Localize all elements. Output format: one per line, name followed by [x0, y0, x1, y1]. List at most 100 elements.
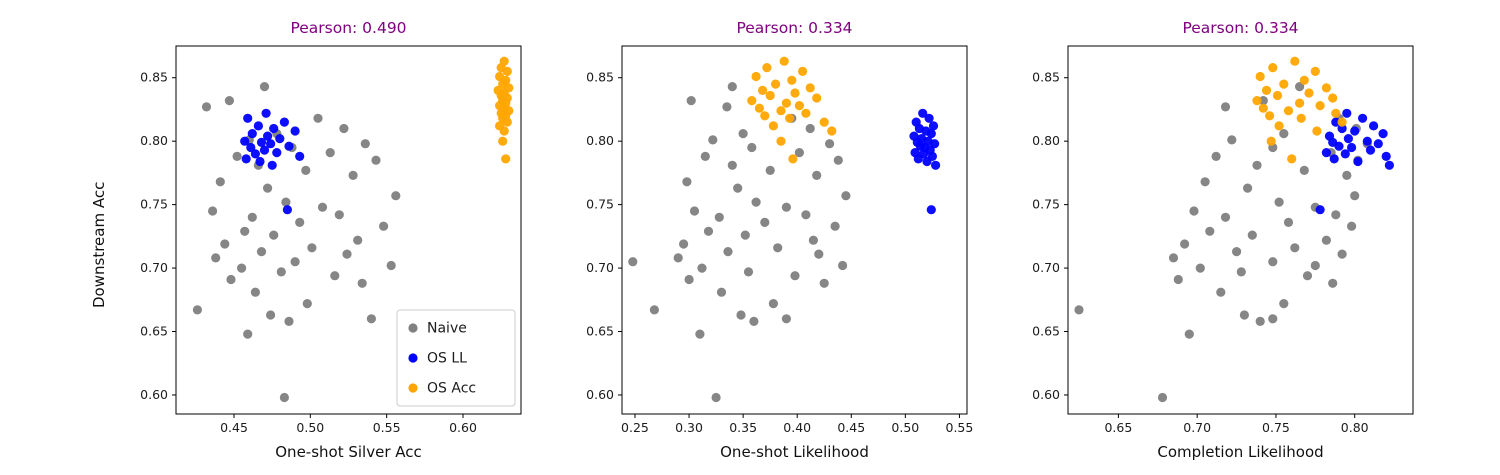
scatter-point-os_ll: [1381, 151, 1391, 161]
figure: Downstream Acc Pearson: 0.490 0.45 0.50 0.…: [90, 19, 1414, 461]
scatter-point-naive: [1331, 210, 1341, 220]
scatter-point-os_ll: [1378, 129, 1388, 139]
y-tick-label: 0.70: [586, 260, 614, 275]
scatter-point-os_ll: [267, 160, 277, 170]
scatter-point-naive: [284, 316, 294, 326]
scatter-point-os_ll: [1342, 108, 1352, 118]
scatter-point-os_acc: [787, 75, 797, 85]
scatter-point-os_ll: [1340, 149, 1350, 159]
scatter-point-naive: [1216, 287, 1226, 297]
scatter-point-os_ll: [922, 156, 932, 167]
scatter-point-os_acc: [762, 63, 772, 73]
y-tick-label: 0.70: [1032, 260, 1060, 275]
legend-box: [396, 309, 516, 407]
scatter-point-naive: [781, 202, 791, 212]
scatter-point-naive: [1247, 230, 1257, 240]
y-tick-label: 0.60: [586, 387, 614, 402]
x-tick-label: 0.55: [373, 420, 401, 435]
scatter-point-os_acc: [1258, 103, 1268, 113]
scatter-point-naive: [727, 160, 737, 170]
scatter-point-os_ll: [1384, 160, 1394, 170]
scatter-point-naive: [348, 170, 358, 180]
y-tick-label: 0.80: [140, 133, 168, 148]
y-tick-label: 0.65: [140, 324, 168, 339]
scatter-point-naive: [366, 314, 376, 324]
x-tick-label: 0.70: [1183, 420, 1211, 435]
scatter-point-naive: [733, 183, 743, 193]
x-tick-label: 0.55: [946, 420, 974, 435]
scatter-point-naive: [1342, 170, 1352, 180]
x-tick-label: 0.80: [1341, 420, 1369, 435]
scatter-point-naive: [357, 278, 367, 288]
scatter-point-naive: [819, 278, 829, 288]
scatter-point-naive: [256, 247, 267, 257]
scatter-point-naive: [1189, 206, 1199, 216]
x-tick-label: 0.75: [1262, 420, 1290, 435]
scatter-point-naive: [1279, 299, 1289, 309]
scatter-point-naive: [794, 148, 804, 158]
scatter-point-naive: [232, 151, 242, 161]
scatter-point-os_ll: [255, 156, 265, 167]
scatter-point-naive: [317, 202, 328, 212]
scatter-point-naive: [716, 287, 727, 297]
scatter-point-os_acc: [1290, 56, 1300, 66]
scatter-point-naive: [1200, 177, 1210, 187]
scatter-point-naive: [1180, 239, 1190, 249]
scatter-point-naive: [722, 102, 732, 112]
y-tick-label: 0.80: [586, 133, 614, 148]
y-tick-label: 0.85: [1032, 70, 1060, 85]
x-tick-label: 0.50: [891, 420, 919, 435]
scatter-point-os_acc: [1331, 108, 1341, 118]
scatter-point-os_ll: [926, 205, 936, 215]
scatter-point-naive: [1232, 247, 1242, 257]
scatter-point-naive: [1157, 392, 1168, 403]
scatter-point-os_acc: [1266, 136, 1276, 146]
scatter-point-naive: [215, 177, 225, 187]
scatter-point-naive: [1337, 249, 1347, 259]
y-axis-label: Downstream Acc: [90, 181, 108, 308]
scatter-point-os_ll: [282, 205, 292, 215]
scatter-point-naive: [1236, 267, 1246, 277]
chart-title-2: Pearson: 0.334: [736, 19, 853, 37]
scatter-point-os_acc: [760, 111, 770, 121]
scatter-point-naive: [738, 129, 748, 139]
scatter-point-naive: [686, 96, 696, 106]
scatter-point-naive: [295, 217, 305, 227]
scatter-point-os_ll: [928, 121, 939, 131]
scatter-point-naive: [743, 267, 754, 277]
scatter-point-os_acc: [1337, 117, 1347, 127]
scatter-point-naive: [290, 257, 300, 267]
scatter-point-naive: [781, 314, 791, 324]
scatter-point-naive: [673, 253, 683, 263]
scatter-point-os_ll: [1337, 123, 1347, 134]
scatter-point-naive: [1350, 191, 1360, 201]
scatter-point-naive: [825, 139, 835, 149]
scatter-point-naive: [711, 392, 721, 403]
scatter-point-naive: [714, 212, 724, 222]
scatter-point-naive: [250, 287, 260, 297]
y-tick-label: 0.80: [1032, 133, 1060, 148]
scatter-point-naive: [307, 243, 317, 253]
scatter-point-os_ll: [1334, 141, 1344, 151]
scatter-point-os_acc: [827, 126, 837, 136]
scatter-point-naive: [768, 299, 778, 309]
scatter-point-naive: [1279, 129, 1289, 139]
legend-label-os_ll: OS LL: [427, 351, 467, 367]
scatter-point-naive: [812, 170, 822, 180]
scatter-point-naive: [1205, 226, 1215, 236]
scatter-point-os_acc: [1283, 106, 1294, 116]
scatter-point-os_ll: [275, 134, 285, 144]
scatter-point-naive: [266, 310, 276, 320]
scatter-point-os_ll: [272, 148, 282, 158]
scatter-point-os_ll: [1347, 142, 1357, 153]
scatter-point-naive: [263, 183, 273, 193]
scatter-point-os_acc: [768, 121, 778, 131]
scatter-point-naive: [1347, 221, 1357, 231]
scatter-point-naive: [1255, 316, 1265, 326]
scatter-point-os_acc: [1268, 63, 1278, 73]
scatter-point-naive: [1239, 310, 1249, 320]
scatter-point-naive: [279, 392, 289, 403]
y-tick-label: 0.60: [140, 387, 168, 402]
scatter-point-os_ll: [1358, 113, 1368, 123]
scatter-point-os_ll: [284, 141, 294, 151]
